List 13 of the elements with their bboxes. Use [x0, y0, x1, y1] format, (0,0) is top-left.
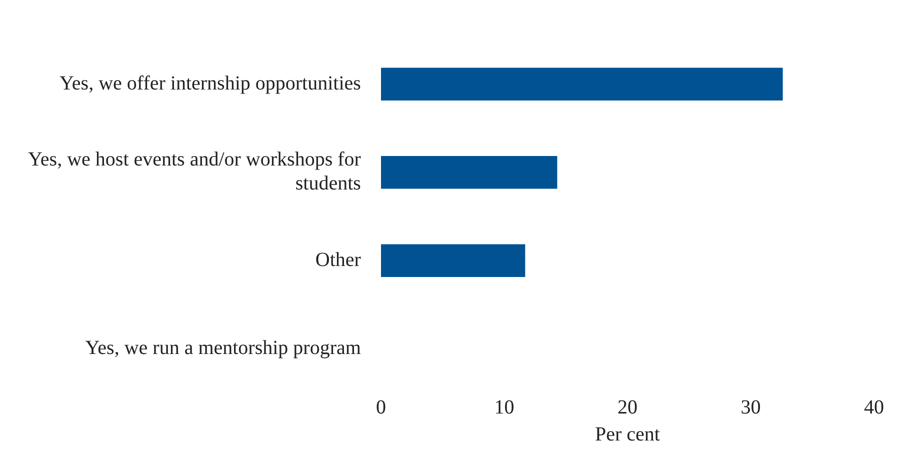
y-tick-label: Yes, we offer internship opportunities: [59, 72, 362, 94]
x-tick-label: 30: [740, 396, 761, 418]
bar: [380, 244, 526, 277]
x-tick-label: 0: [376, 396, 386, 418]
bar: [380, 156, 558, 189]
x-tick-label: 10: [494, 396, 514, 418]
x-axis-title: Per cent: [594, 423, 660, 446]
y-tick-label: Yes, we host events and/or workshops for students: [28, 148, 362, 195]
y-tick-label: Other: [315, 248, 362, 271]
x-tick-label: 20: [617, 396, 638, 418]
bar: [380, 68, 783, 100]
x-tick-label: 40: [864, 396, 884, 418]
y-tick-label: Yes, we run a mentorship program: [85, 337, 362, 360]
